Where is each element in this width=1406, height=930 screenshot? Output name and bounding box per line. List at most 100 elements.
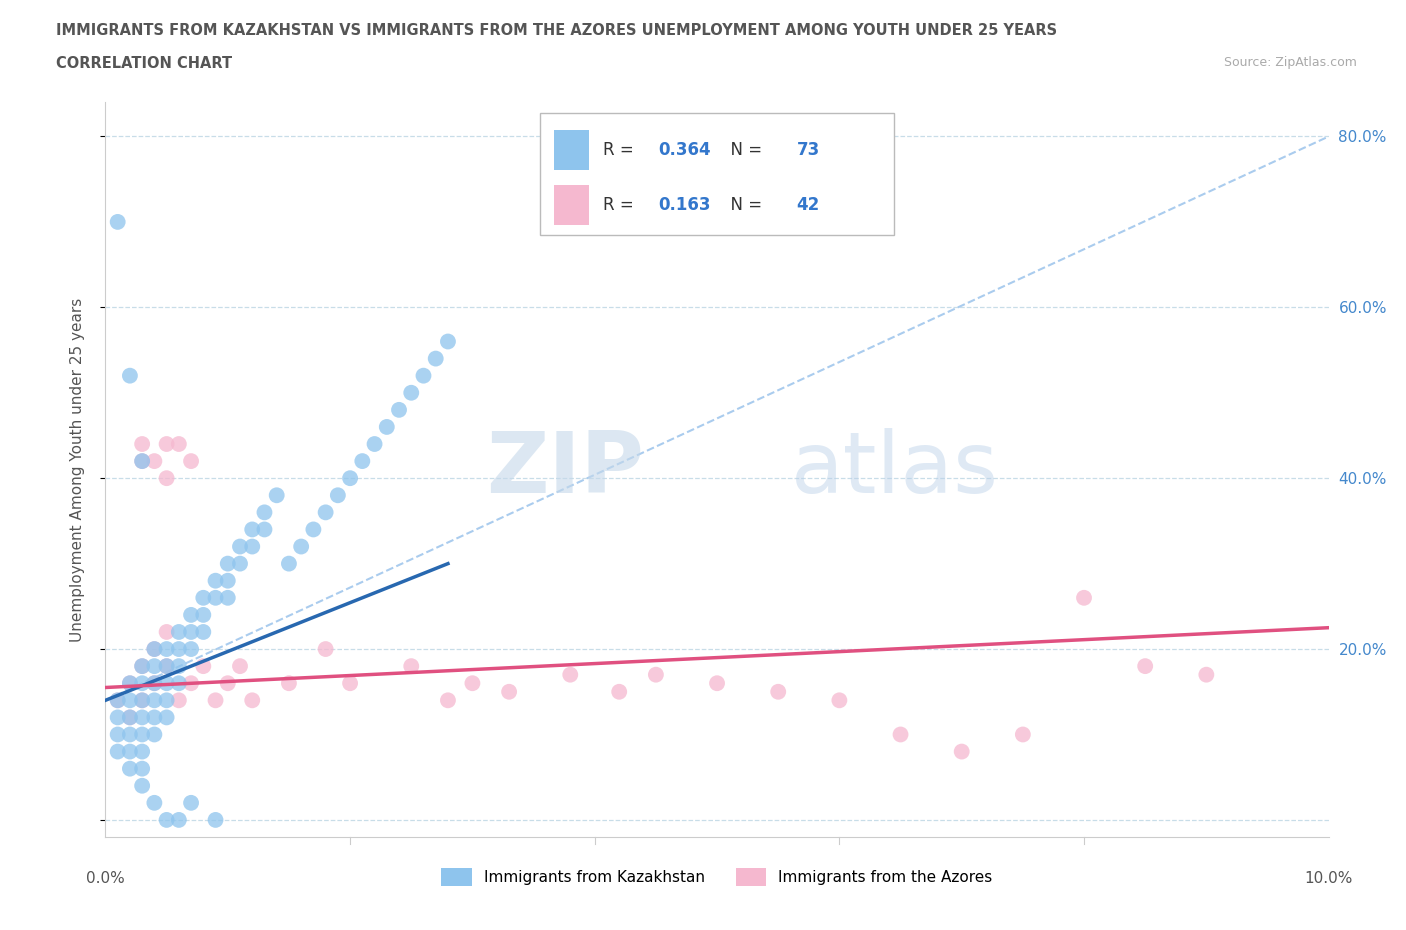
Point [155,436,177,451]
Point [131,454,153,469]
Point [180,607,202,622]
Point [1133,658,1156,673]
Point [143,676,166,691]
Point [412,368,434,383]
Point [131,436,153,451]
Point [437,334,460,349]
Point [167,813,190,828]
Point [1195,667,1218,682]
Point [193,625,215,640]
Point [118,744,141,759]
Point [375,419,398,434]
Point [107,693,129,708]
Y-axis label: Unemployment Among Youth under 25 years: Unemployment Among Youth under 25 years [70,298,84,642]
Point [143,676,166,691]
FancyBboxPatch shape [540,113,894,234]
Point [143,727,166,742]
Point [315,505,337,520]
Point [143,658,166,673]
Point [339,676,361,691]
Point [143,795,166,810]
Point [107,710,129,724]
Point [1011,727,1033,742]
Point [290,539,312,554]
Point [118,693,141,708]
Text: Source: ZipAtlas.com: Source: ZipAtlas.com [1223,56,1357,69]
Point [388,403,411,418]
Point [155,658,177,673]
Text: 0.364: 0.364 [658,141,711,159]
Point [107,744,129,759]
Point [131,658,153,673]
Text: 10.0%: 10.0% [1305,871,1353,886]
Point [167,625,190,640]
Point [302,522,325,537]
Point [131,727,153,742]
Text: 73: 73 [797,141,820,159]
Point [167,658,190,673]
Point [889,727,911,742]
Point [950,744,973,759]
Point [180,625,202,640]
Point [706,676,728,691]
Point [155,693,177,708]
Point [229,658,252,673]
Point [266,488,288,503]
Point [768,684,790,699]
Point [253,522,276,537]
Text: atlas: atlas [790,428,998,512]
Point [401,385,423,400]
Point [155,813,177,828]
Point [204,573,226,588]
Point [131,454,153,469]
Point [607,684,630,699]
Point [155,642,177,657]
Point [131,676,153,691]
Text: N =: N = [720,196,766,214]
Point [118,676,141,691]
FancyBboxPatch shape [554,185,589,225]
Point [425,352,447,366]
Point [352,454,374,469]
Point [240,693,263,708]
Point [339,471,361,485]
Point [193,607,215,622]
Point [461,676,484,691]
Point [180,676,202,691]
Point [229,556,252,571]
Point [217,676,239,691]
Point [155,710,177,724]
Point [131,744,153,759]
Point [204,813,226,828]
Point [118,727,141,742]
Text: 0.0%: 0.0% [86,871,125,886]
Point [143,642,166,657]
Point [253,505,276,520]
Point [107,693,129,708]
Point [131,693,153,708]
Point [155,471,177,485]
Point [180,454,202,469]
Point [118,710,141,724]
Point [240,539,263,554]
Point [204,591,226,605]
Text: IMMIGRANTS FROM KAZAKHSTAN VS IMMIGRANTS FROM THE AZORES UNEMPLOYMENT AMONG YOUT: IMMIGRANTS FROM KAZAKHSTAN VS IMMIGRANTS… [56,23,1057,38]
Point [107,215,129,230]
Text: 0.163: 0.163 [658,196,711,214]
Point [131,693,153,708]
Text: 42: 42 [797,196,820,214]
Point [131,710,153,724]
Point [167,676,190,691]
Point [193,658,215,673]
Point [437,693,460,708]
Point [828,693,851,708]
Point [180,795,202,810]
Point [107,727,129,742]
Point [131,658,153,673]
Point [217,573,239,588]
Point [155,658,177,673]
Point [167,693,190,708]
Point [240,522,263,537]
Point [143,693,166,708]
Point [326,488,349,503]
